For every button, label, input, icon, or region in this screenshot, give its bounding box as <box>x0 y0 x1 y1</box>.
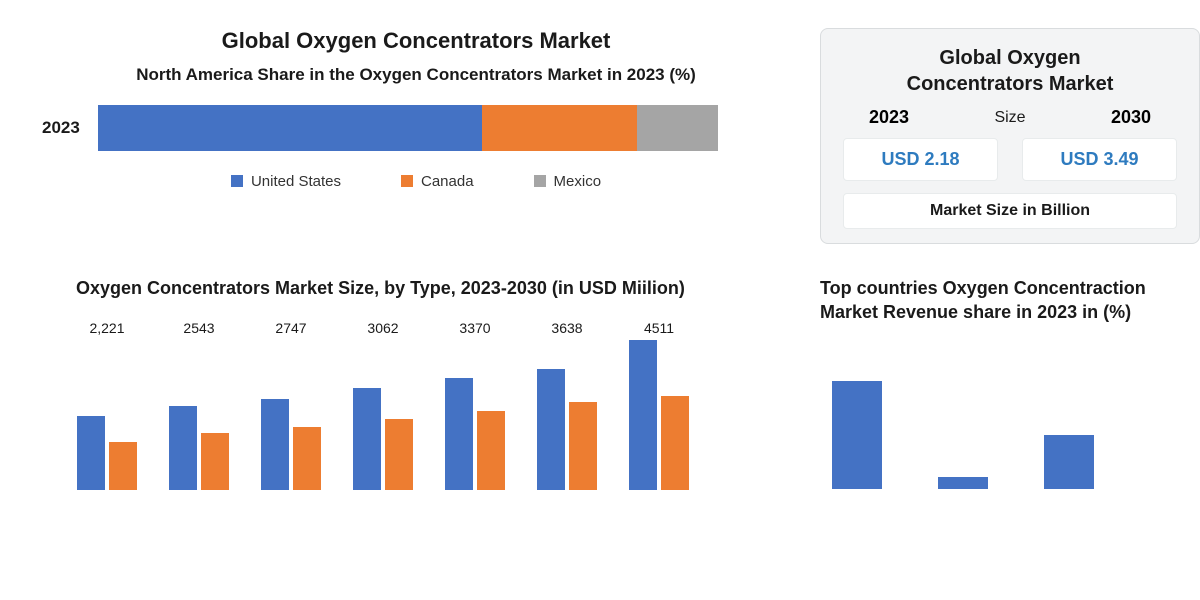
stacked-segment <box>482 105 637 151</box>
bar-series-b <box>569 402 597 490</box>
bar-value-label: 2543 <box>183 320 214 336</box>
bar-pair <box>77 340 137 490</box>
legend-item: Mexico <box>534 173 602 190</box>
top-countries-title: Top countries Oxygen Concentraction Mark… <box>820 276 1200 325</box>
bar-group: 4511 <box>624 320 694 490</box>
bar-series-b <box>477 411 505 491</box>
bar-value-label: 2,221 <box>89 320 124 336</box>
country-bar <box>1044 435 1094 489</box>
bar-pair <box>353 340 413 490</box>
stacked-bar-ylabel: 2023 <box>42 118 80 138</box>
card-title-line1: Global Oxygen <box>939 47 1080 69</box>
bar-series-a <box>169 406 197 491</box>
card-footer: Market Size in Billion <box>843 193 1177 229</box>
country-bar <box>832 381 882 489</box>
stacked-bar-wrap: 2023 <box>36 105 796 151</box>
bar-group: 2543 <box>164 320 234 490</box>
legend-item: United States <box>231 173 341 190</box>
bar-series-a <box>353 388 381 490</box>
legend-swatch <box>231 175 243 187</box>
card-title-line2: Concentrators Market <box>907 73 1114 95</box>
stacked-bar-legend: United States Canada Mexico <box>36 173 796 190</box>
bar-group: 2747 <box>256 320 326 490</box>
sub-title: North America Share in the Oxygen Concen… <box>36 64 796 87</box>
bar-series-b <box>293 427 321 490</box>
card-values-row: USD 2.18 USD 3.49 <box>843 138 1177 181</box>
grouped-bar-chart: 2,221 2543 2747 3062 3370 3638 4511 <box>36 310 796 490</box>
bar-value-label: 3062 <box>367 320 398 336</box>
bar-group: 3638 <box>532 320 602 490</box>
market-size-card: Global Oxygen Concentrators Market 2023 … <box>820 28 1200 244</box>
bar-value-label: 3370 <box>459 320 490 336</box>
bar-pair <box>445 340 505 490</box>
bar-value-label: 2747 <box>275 320 306 336</box>
bar-group: 2,221 <box>72 320 142 490</box>
legend-label: Canada <box>421 173 474 190</box>
bar-value-label: 3638 <box>551 320 582 336</box>
bar-pair <box>169 340 229 490</box>
main-title: Global Oxygen Concentrators Market <box>36 28 796 54</box>
stacked-bar <box>98 105 718 151</box>
bar-group: 3370 <box>440 320 510 490</box>
legend-swatch <box>534 175 546 187</box>
bar-series-b <box>201 433 229 490</box>
bar-series-b <box>385 419 413 490</box>
legend-label: Mexico <box>554 173 602 190</box>
bar-value-label: 4511 <box>644 320 674 336</box>
card-year-row: 2023 Size 2030 <box>843 107 1177 128</box>
north-america-share-block: Global Oxygen Concentrators Market North… <box>36 28 796 244</box>
legend-swatch <box>401 175 413 187</box>
legend-label: United States <box>251 173 341 190</box>
bar-series-a <box>77 416 105 490</box>
bar-series-a <box>261 399 289 490</box>
bar-series-b <box>661 396 689 491</box>
country-bar <box>938 477 988 489</box>
legend-item: Canada <box>401 173 474 190</box>
bar-pair <box>629 340 689 490</box>
bar-series-a <box>629 340 657 490</box>
by-type-title: Oxygen Concentrators Market Size, by Typ… <box>76 276 796 300</box>
bar-series-b <box>109 442 137 490</box>
card-mid-word: Size <box>994 109 1025 127</box>
bar-group: 3062 <box>348 320 418 490</box>
value-left: USD 2.18 <box>843 138 998 181</box>
country-bar-chart <box>820 339 1200 489</box>
bar-pair <box>537 340 597 490</box>
bar-pair <box>261 340 321 490</box>
value-right: USD 3.49 <box>1022 138 1177 181</box>
bar-series-a <box>445 378 473 490</box>
stacked-segment <box>637 105 718 151</box>
year-right: 2030 <box>1111 107 1151 128</box>
top-countries-block: Top countries Oxygen Concentraction Mark… <box>820 276 1200 490</box>
year-left: 2023 <box>869 107 909 128</box>
market-by-type-block: Oxygen Concentrators Market Size, by Typ… <box>36 276 796 490</box>
bar-series-a <box>537 369 565 490</box>
card-title: Global Oxygen Concentrators Market <box>843 45 1177 97</box>
stacked-segment <box>98 105 482 151</box>
